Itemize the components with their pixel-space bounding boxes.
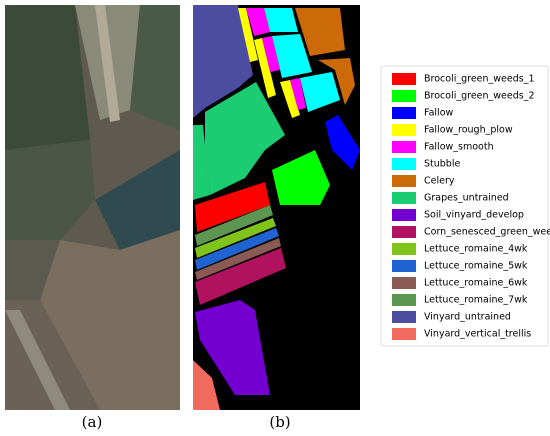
legend-swatch bbox=[392, 311, 416, 323]
class-region bbox=[238, 8, 258, 62]
legend-swatch bbox=[392, 209, 416, 221]
ground-truth-map bbox=[193, 5, 360, 410]
legend-swatch bbox=[392, 192, 416, 204]
legend-label: Vinyard_vertical_trellis bbox=[424, 329, 531, 340]
class-region bbox=[193, 360, 220, 410]
legend-label: Lettuce_romaine_7wk bbox=[424, 295, 528, 306]
legend: Brocoli_green_weeds_1 Brocoli_green_weeds… bbox=[392, 73, 550, 340]
class-region bbox=[262, 36, 280, 72]
legend-swatch bbox=[392, 328, 416, 340]
class-region bbox=[205, 82, 285, 195]
legend-label: Fallow_smooth bbox=[424, 142, 494, 153]
class-region bbox=[195, 228, 279, 270]
class-region bbox=[264, 8, 298, 32]
class-region bbox=[195, 182, 270, 232]
legend-swatch bbox=[392, 124, 416, 136]
class-region bbox=[195, 248, 286, 305]
class-region bbox=[246, 8, 270, 36]
class-region bbox=[272, 34, 312, 78]
class-region bbox=[195, 300, 270, 395]
panel-label: (b) bbox=[269, 413, 290, 431]
legend-label: Soil_vinyard_develop bbox=[424, 210, 524, 221]
class-region bbox=[254, 38, 276, 98]
satellite-image bbox=[5, 5, 180, 410]
legend-swatch bbox=[392, 158, 416, 170]
legend-swatch bbox=[392, 107, 416, 119]
legend-swatch bbox=[392, 294, 416, 306]
legend-swatch bbox=[392, 141, 416, 153]
legend-label: Lettuce_romaine_4wk bbox=[424, 244, 528, 255]
class-region bbox=[280, 80, 300, 118]
legend-swatch bbox=[392, 243, 416, 255]
legend-label: Fallow bbox=[424, 108, 454, 119]
class-region bbox=[295, 8, 345, 56]
legend-swatch bbox=[392, 260, 416, 272]
legend-label: Fallow_rough_plow bbox=[424, 125, 513, 136]
class-region bbox=[195, 205, 273, 246]
class-region bbox=[325, 115, 360, 170]
class-region bbox=[195, 238, 281, 280]
legend-label: Lettuce_romaine_5wk bbox=[424, 261, 528, 272]
legend-swatch bbox=[392, 277, 416, 289]
legend-label: Brocoli_green_weeds_2 bbox=[424, 91, 535, 102]
class-region bbox=[318, 58, 355, 105]
legend-box bbox=[380, 65, 549, 347]
class-region bbox=[300, 72, 340, 112]
legend-label: Corn_senesced_green_weeds bbox=[424, 227, 550, 238]
legend-label: Celery bbox=[424, 176, 455, 187]
class-region bbox=[272, 150, 330, 205]
legend-swatch bbox=[392, 73, 416, 85]
panel-label: (a) bbox=[82, 413, 103, 431]
legend-label: Grapes_untrained bbox=[424, 193, 509, 204]
legend-label: Vinyard_untrained bbox=[424, 312, 511, 323]
class-region bbox=[290, 78, 306, 110]
legend-swatch bbox=[392, 226, 416, 238]
class-region bbox=[193, 125, 210, 200]
class-region bbox=[195, 218, 276, 258]
legend-swatch bbox=[392, 90, 416, 102]
legend-label: Stubble bbox=[424, 159, 460, 170]
legend-label: Brocoli_green_weeds_1 bbox=[424, 74, 535, 85]
legend-label: Lettuce_romaine_6wk bbox=[424, 278, 528, 289]
class-region bbox=[193, 5, 253, 118]
legend-swatch bbox=[392, 175, 416, 187]
